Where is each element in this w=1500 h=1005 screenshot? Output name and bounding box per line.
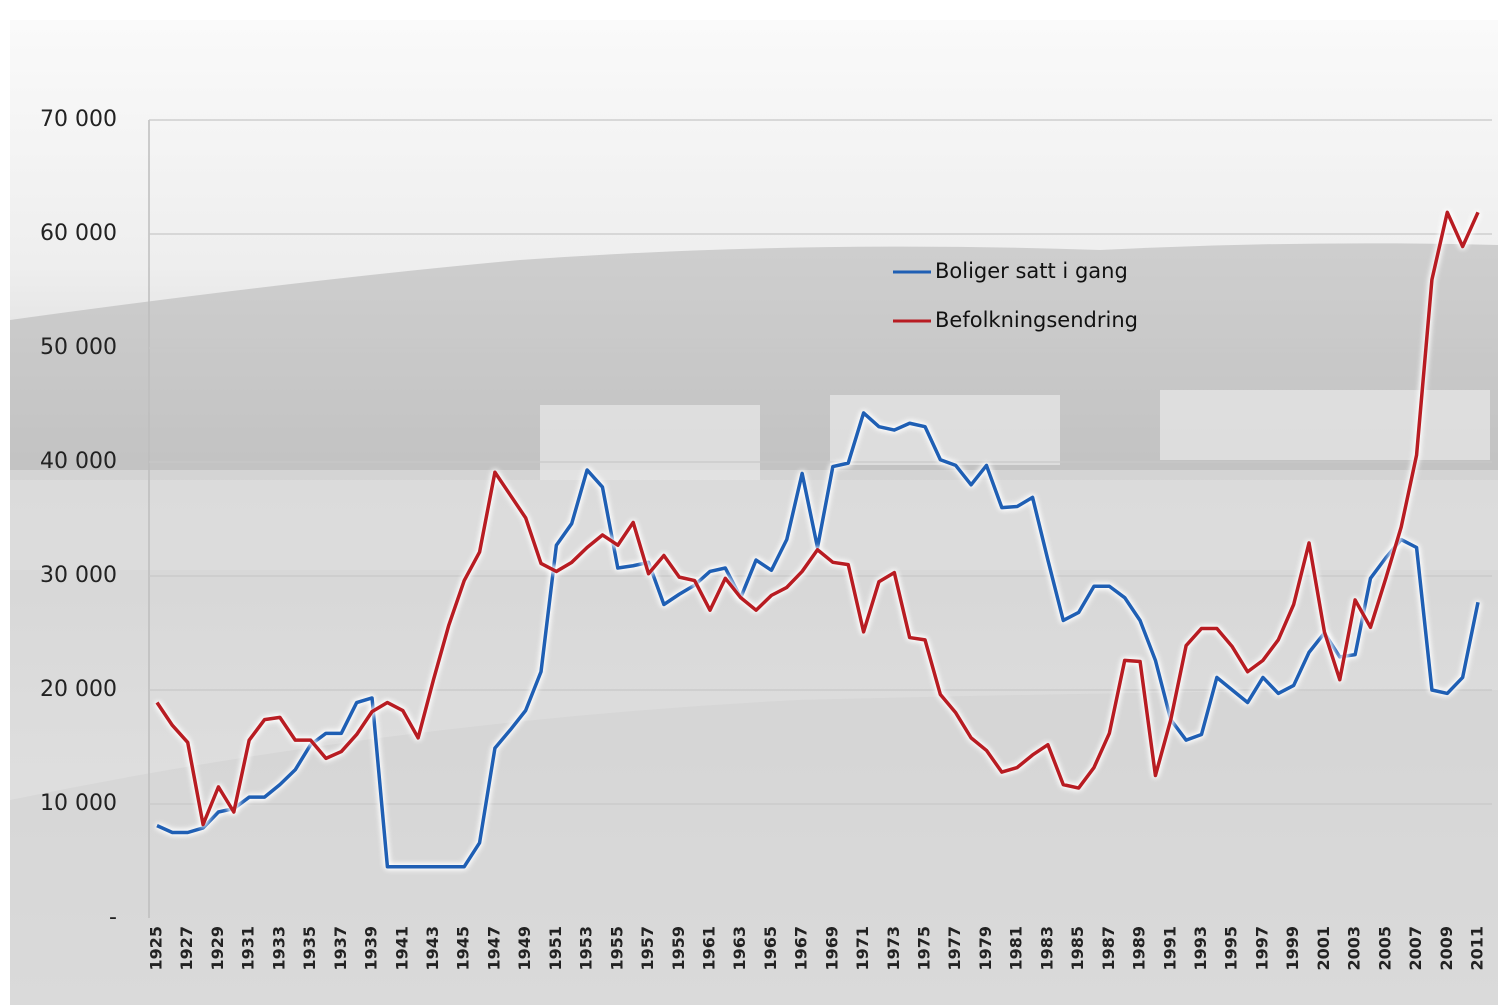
x-tick-label: 2009 xyxy=(1437,926,1456,971)
x-tick-label: 1979 xyxy=(976,926,995,971)
series-line xyxy=(156,411,1480,869)
building xyxy=(830,395,1060,465)
y-tick-label: - xyxy=(109,905,117,930)
x-tick-label: 1973 xyxy=(884,926,903,971)
x-tick-label: 2011 xyxy=(1468,926,1487,971)
legend-label: Befolkningsendring xyxy=(935,308,1138,332)
series-line xyxy=(155,210,1480,827)
x-tick-label: 1925 xyxy=(147,926,166,971)
x-tick-label: 1977 xyxy=(945,926,964,971)
x-tick-label: 1989 xyxy=(1130,926,1149,971)
hill-silhouette xyxy=(10,243,1498,470)
x-tick-label: 1935 xyxy=(300,926,319,971)
y-tick-label: 10 000 xyxy=(40,791,117,816)
y-tick-label: 70 000 xyxy=(40,107,117,132)
legend-label: Boliger satt i gang xyxy=(935,259,1128,283)
x-tick-label: 1947 xyxy=(484,926,503,971)
x-tick-label: 1961 xyxy=(699,926,718,971)
x-tick-label: 1953 xyxy=(577,926,596,971)
y-tick-label: 30 000 xyxy=(40,563,117,588)
x-tick-label: 1985 xyxy=(1068,926,1087,971)
y-tick-label: 20 000 xyxy=(40,677,117,702)
x-tick-label: 1959 xyxy=(669,926,688,971)
x-tick-label: 1983 xyxy=(1037,926,1056,971)
x-tick-label: 1945 xyxy=(454,926,473,971)
x-tick-label: 1975 xyxy=(915,926,934,971)
x-tick-label: 1931 xyxy=(239,926,258,971)
x-tick-label: 1949 xyxy=(515,926,534,971)
x-tick-label: 1967 xyxy=(792,926,811,971)
x-tick-label: 1927 xyxy=(177,926,196,971)
y-tick-label: 60 000 xyxy=(40,221,117,246)
x-tick-label: 2001 xyxy=(1314,926,1333,971)
x-tick-label: 2005 xyxy=(1375,926,1394,971)
x-tick-label: 1997 xyxy=(1252,926,1271,971)
x-tick-label: 1929 xyxy=(208,926,227,971)
x-tick-label: 1957 xyxy=(638,926,657,971)
x-tick-label: 1955 xyxy=(607,926,626,971)
x-tick-label: 1991 xyxy=(1160,926,1179,971)
buildings-row xyxy=(10,480,1498,570)
x-tick-label: 2003 xyxy=(1345,926,1364,971)
x-tick-label: 1933 xyxy=(269,926,288,971)
x-tick-label: 1987 xyxy=(1099,926,1118,971)
x-tick-label: 2007 xyxy=(1406,926,1425,971)
building xyxy=(1160,390,1490,460)
x-tick-label: 1981 xyxy=(1007,926,1026,971)
x-tick-label: 1943 xyxy=(423,926,442,971)
x-tick-label: 1941 xyxy=(392,926,411,971)
ground xyxy=(10,690,1498,1005)
x-tick-label: 1969 xyxy=(822,926,841,971)
y-tick-label: 40 000 xyxy=(40,449,117,474)
x-tick-label: 1971 xyxy=(853,926,872,971)
y-tick-label: 50 000 xyxy=(40,335,117,360)
x-tick-label: 1937 xyxy=(331,926,350,971)
x-tick-label: 1951 xyxy=(546,926,565,971)
x-tick-label: 1993 xyxy=(1191,926,1210,971)
x-tick-label: 1995 xyxy=(1222,926,1241,971)
x-tick-label: 1965 xyxy=(761,926,780,971)
x-tick-label: 1963 xyxy=(730,926,749,971)
x-tick-label: 1999 xyxy=(1283,926,1302,971)
x-tick-label: 1939 xyxy=(362,926,381,971)
legend: Boliger satt i gang Befolkningsendring xyxy=(893,259,1138,332)
building xyxy=(540,405,760,480)
